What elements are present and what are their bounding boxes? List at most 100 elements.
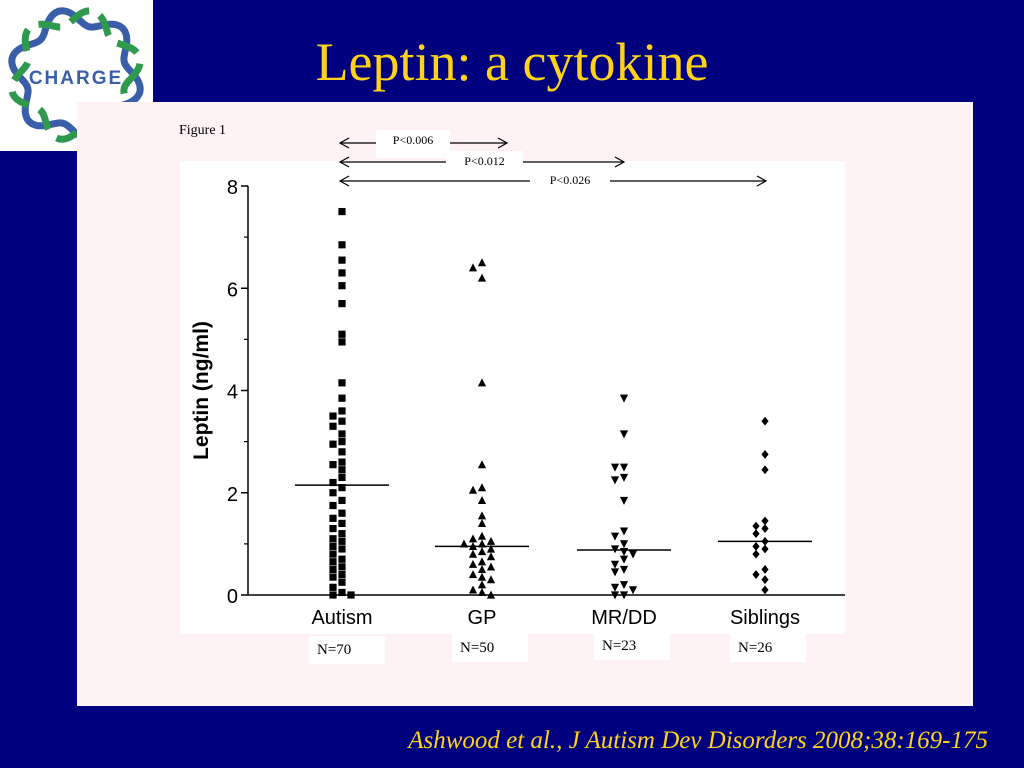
p-value-box bbox=[530, 170, 610, 192]
data-point bbox=[338, 256, 346, 264]
data-point bbox=[329, 489, 337, 497]
data-point bbox=[338, 417, 346, 425]
data-point bbox=[338, 448, 346, 456]
data-point bbox=[329, 514, 337, 522]
data-point bbox=[761, 544, 769, 554]
data-point bbox=[468, 585, 478, 594]
data-point bbox=[329, 524, 337, 533]
slide-title: Leptin: a cytokine bbox=[315, 32, 709, 92]
data-point bbox=[486, 536, 496, 545]
data-point bbox=[752, 529, 760, 539]
data-point bbox=[761, 516, 769, 526]
data-point bbox=[628, 586, 638, 595]
data-point bbox=[338, 407, 346, 415]
data-point bbox=[752, 549, 760, 559]
data-point bbox=[459, 539, 469, 548]
data-point bbox=[329, 412, 337, 420]
data-point bbox=[338, 466, 346, 474]
data-point bbox=[477, 378, 487, 387]
y-tick-label: 8 bbox=[227, 177, 238, 199]
p-value-label: P<0.012 bbox=[464, 154, 504, 168]
arrow-head bbox=[338, 156, 350, 168]
y-axis-label: Leptin (ng/ml) bbox=[190, 321, 213, 460]
data-point bbox=[329, 550, 337, 558]
data-point bbox=[619, 496, 629, 505]
data-point bbox=[619, 473, 629, 482]
sample-size-siblings: N=26 bbox=[730, 634, 806, 662]
data-point bbox=[761, 465, 769, 475]
data-point bbox=[338, 330, 346, 338]
x-category-label: Siblings bbox=[730, 607, 800, 629]
data-point bbox=[477, 511, 487, 520]
data-point bbox=[338, 578, 346, 586]
data-point bbox=[610, 560, 620, 569]
arrow-head bbox=[614, 156, 626, 168]
data-point bbox=[619, 463, 629, 472]
data-point bbox=[477, 460, 487, 469]
data-point bbox=[329, 558, 337, 566]
data-point bbox=[329, 565, 337, 574]
data-point bbox=[752, 542, 760, 551]
data-point bbox=[338, 458, 346, 466]
x-category-label: Autism bbox=[311, 607, 372, 629]
data-point bbox=[610, 583, 620, 592]
data-point bbox=[610, 568, 620, 577]
data-point bbox=[477, 258, 487, 267]
data-point bbox=[468, 485, 478, 494]
sample-size-gp: N=50 bbox=[452, 634, 528, 662]
data-point bbox=[338, 282, 346, 290]
data-point bbox=[477, 273, 487, 282]
data-point bbox=[338, 509, 346, 517]
data-point bbox=[468, 570, 478, 579]
data-point bbox=[338, 545, 346, 553]
data-point bbox=[477, 531, 487, 540]
data-point bbox=[477, 496, 487, 505]
data-point bbox=[329, 583, 337, 591]
x-category-label: GP bbox=[468, 607, 497, 629]
scatter-chart: 0 2 4 6 8 Leptin (ng/ml) Autism GP MR/DD Siblings bbox=[190, 177, 845, 629]
data-point bbox=[338, 563, 346, 571]
data-point bbox=[329, 422, 337, 430]
data-point bbox=[619, 394, 629, 403]
data-point bbox=[610, 463, 620, 472]
data-point bbox=[338, 207, 346, 216]
p-value-box bbox=[446, 151, 523, 173]
data-point bbox=[619, 527, 629, 536]
data-point bbox=[486, 575, 496, 584]
data-point bbox=[761, 416, 769, 426]
data-point bbox=[338, 299, 346, 308]
data-point bbox=[619, 547, 629, 556]
data-point bbox=[610, 532, 620, 541]
p-value-label: P<0.006 bbox=[393, 133, 433, 147]
data-point bbox=[486, 562, 496, 571]
data-point bbox=[761, 575, 769, 585]
figure-label: Figure 1 bbox=[179, 123, 227, 138]
data-point bbox=[761, 565, 769, 574]
y-tick-label: 2 bbox=[227, 484, 238, 506]
plot-area: 0 2 4 6 8 Leptin (ng/ml) Autism GP MR/DD Siblings bbox=[180, 161, 845, 634]
data-point bbox=[761, 524, 769, 533]
data-point bbox=[338, 241, 346, 249]
data-point bbox=[329, 535, 337, 543]
data-point bbox=[610, 476, 620, 485]
y-tick-label: 6 bbox=[227, 279, 238, 301]
data-point bbox=[338, 530, 346, 538]
data-point bbox=[610, 591, 620, 600]
data-point bbox=[619, 581, 629, 590]
data-point bbox=[329, 591, 337, 599]
data-point bbox=[338, 438, 346, 446]
data-point bbox=[338, 269, 346, 277]
data-point bbox=[752, 521, 760, 531]
data-point bbox=[752, 570, 760, 579]
data-point bbox=[477, 572, 487, 581]
data-point bbox=[477, 588, 487, 597]
data-point bbox=[338, 394, 346, 402]
data-point bbox=[338, 430, 346, 438]
data-point bbox=[761, 585, 769, 595]
y-tick-label: 4 bbox=[227, 382, 238, 404]
data-point bbox=[477, 519, 487, 528]
charge-logo: CHARGE bbox=[0, 0, 153, 151]
data-point bbox=[338, 484, 346, 492]
data-point bbox=[468, 534, 478, 543]
y-tick-label: 0 bbox=[227, 586, 238, 608]
